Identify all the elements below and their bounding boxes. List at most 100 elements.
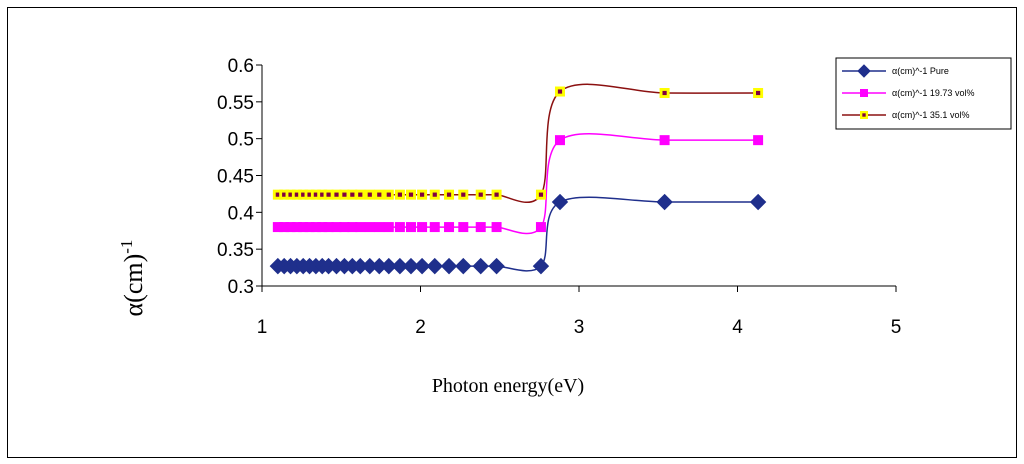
data-point xyxy=(417,222,428,233)
data-point-center xyxy=(320,192,325,197)
data-point xyxy=(355,222,366,233)
legend-item: α(cm)^-1 19.73 vol% xyxy=(842,88,974,98)
legend-item: α(cm)^-1 35.1 vol% xyxy=(842,110,969,120)
data-point xyxy=(364,222,375,233)
series-line xyxy=(277,196,759,272)
data-point-center xyxy=(275,192,280,197)
data-point-center xyxy=(282,192,287,197)
y-axis-label: α(cm)-1 xyxy=(117,240,148,317)
x-tick-label: 4 xyxy=(732,317,743,338)
data-point xyxy=(394,222,405,233)
series-2 xyxy=(272,132,764,235)
y-tick-label: 0.5 xyxy=(228,130,254,151)
data-point xyxy=(458,222,469,233)
data-point-center xyxy=(756,90,761,96)
legend-label: α(cm)^-1 19.73 vol% xyxy=(892,88,974,98)
data-point xyxy=(279,222,290,233)
data-point-center xyxy=(862,113,866,117)
data-point-center xyxy=(377,192,382,197)
data-point xyxy=(455,257,472,275)
series-3 xyxy=(272,83,764,203)
data-point xyxy=(323,222,334,233)
data-point xyxy=(488,257,505,275)
legend: α(cm)^-1 Pure α(cm)^-1 19.73 vol% α(cm)^-1… xyxy=(835,57,1012,130)
data-point xyxy=(659,135,670,146)
x-tick-label: 2 xyxy=(415,317,426,338)
data-point xyxy=(444,222,455,233)
data-point xyxy=(413,257,431,275)
data-point-center xyxy=(307,192,312,197)
chart-axes: 0.3 0.35 0.4 0.45 0.5 0.55 0.6 1 2 3 4 5 xyxy=(217,56,901,338)
series-line xyxy=(277,83,759,203)
x-axis-label: Photon energy(eV) xyxy=(432,375,584,397)
x-tick-label: 5 xyxy=(891,317,902,338)
y-axis-label-text: α(cm) xyxy=(119,254,148,317)
data-point xyxy=(749,193,767,211)
data-point-center xyxy=(350,192,355,197)
data-point-center xyxy=(419,192,425,197)
data-point-center xyxy=(294,192,299,197)
data-point xyxy=(426,257,443,275)
data-point-center xyxy=(313,192,318,197)
data-point-center xyxy=(446,192,452,197)
data-point xyxy=(347,222,358,233)
data-point xyxy=(429,222,440,233)
x-tick-label: 1 xyxy=(257,317,268,338)
x-tick-label: 3 xyxy=(574,317,585,338)
data-point-center xyxy=(662,90,667,96)
y-tick-label: 0.55 xyxy=(217,93,254,114)
data-point-center xyxy=(326,192,331,197)
data-point xyxy=(304,222,315,233)
data-point xyxy=(272,222,283,233)
data-point-center xyxy=(358,192,363,197)
data-point xyxy=(285,222,296,233)
data-point-center xyxy=(334,192,339,197)
data-point xyxy=(554,135,565,146)
data-point-center xyxy=(408,192,414,197)
data-point xyxy=(551,193,569,211)
series-1 xyxy=(269,193,767,275)
data-point-center xyxy=(288,192,293,197)
data-point-center xyxy=(397,192,402,197)
data-point xyxy=(298,222,309,233)
data-point-center xyxy=(301,192,306,197)
data-point xyxy=(491,222,502,233)
y-tick-label: 0.35 xyxy=(217,240,254,261)
legend-label: α(cm)^-1 35.1 vol% xyxy=(892,110,969,120)
data-point-center xyxy=(538,192,544,197)
data-point xyxy=(402,257,420,275)
data-point xyxy=(291,222,302,233)
data-point-center xyxy=(386,192,391,197)
data-point-center xyxy=(342,192,347,197)
y-tick-label: 0.3 xyxy=(228,277,254,298)
data-point-center xyxy=(557,89,563,94)
y-tick-label: 0.45 xyxy=(217,167,254,188)
data-point xyxy=(860,89,868,97)
data-point xyxy=(310,222,321,233)
data-point xyxy=(339,222,350,233)
data-point xyxy=(753,135,764,146)
series-line xyxy=(277,132,759,235)
data-point xyxy=(383,222,394,233)
data-point xyxy=(380,257,398,275)
data-point xyxy=(475,222,486,233)
data-point-center xyxy=(478,192,483,197)
legend-item: α(cm)^-1 Pure xyxy=(842,64,949,78)
data-point-center xyxy=(367,192,372,197)
y-tick-label: 0.4 xyxy=(228,203,255,224)
data-point xyxy=(317,222,328,233)
data-point-center xyxy=(461,192,466,197)
data-point xyxy=(472,257,489,275)
data-point xyxy=(374,222,385,233)
data-point xyxy=(535,222,546,233)
data-point-center xyxy=(494,192,499,197)
data-point-center xyxy=(432,192,437,197)
y-axis-label-group: α(cm)-1 xyxy=(117,240,148,317)
data-point xyxy=(405,222,416,233)
series-layer xyxy=(269,83,767,275)
y-axis-label-superscript: -1 xyxy=(117,240,136,254)
data-point xyxy=(331,222,342,233)
data-point xyxy=(532,257,550,275)
legend-label: α(cm)^-1 Pure xyxy=(892,66,949,76)
